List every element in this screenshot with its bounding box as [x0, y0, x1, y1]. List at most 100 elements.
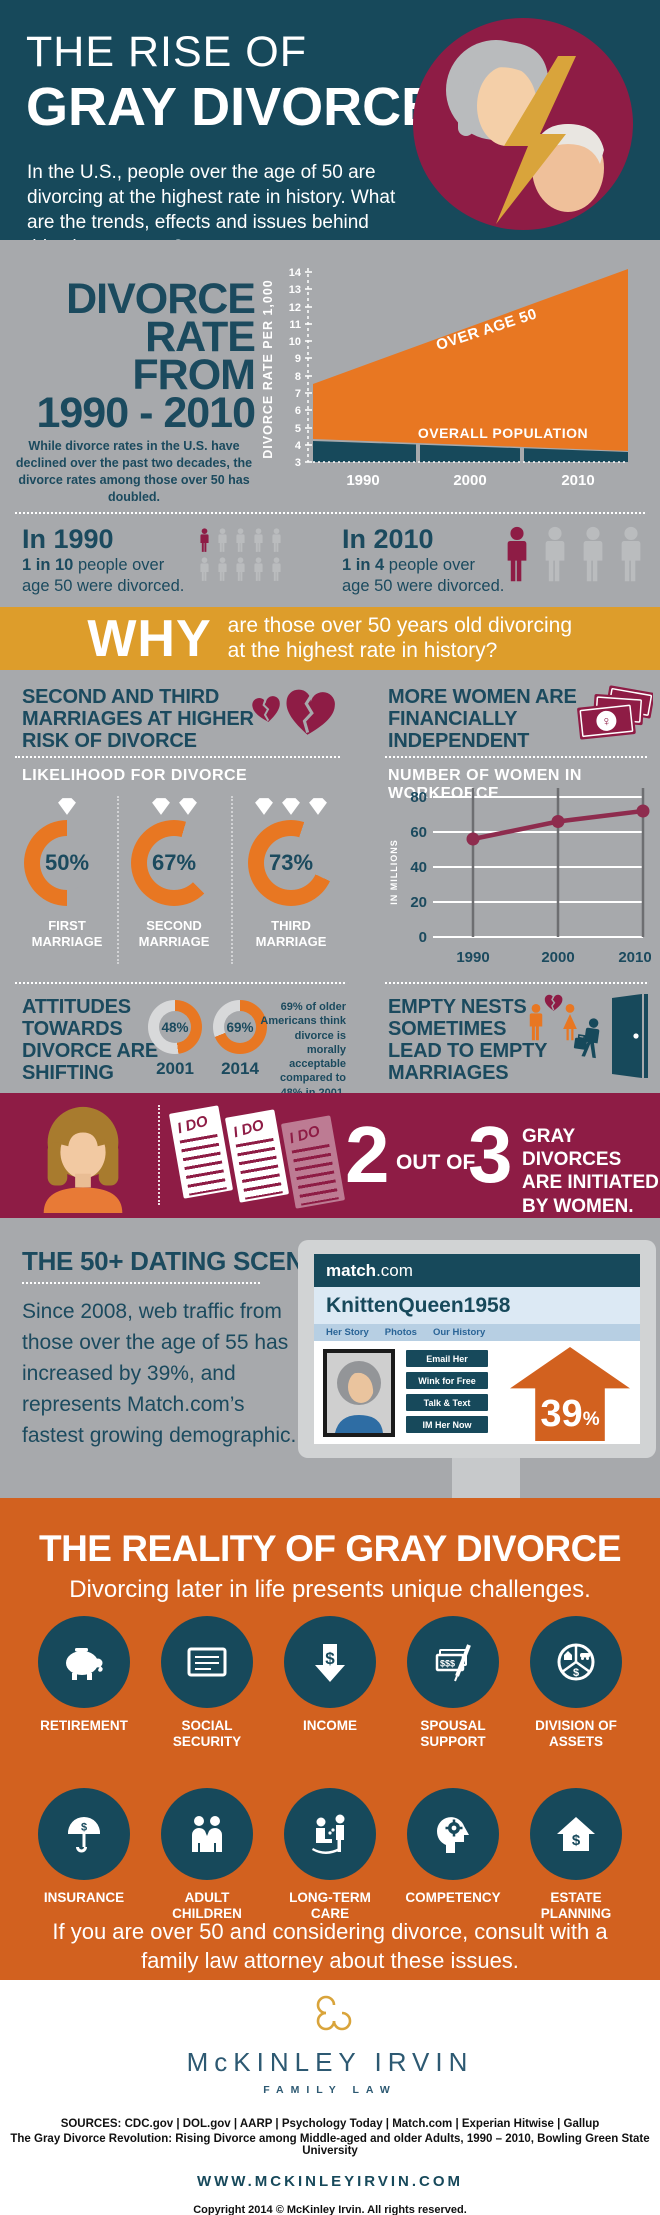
i-do-paper: I DO [224, 1109, 290, 1203]
profile-nav: Her Story Photos Our History [314, 1324, 640, 1341]
stat-1990-line2: age 50 were divorced. [22, 576, 185, 595]
reality-row-1: RETIREMENT SOCIAL SECURITY $ INCOME $$$ … [28, 1616, 632, 1750]
reality-item-insurance: $ INSURANCE [28, 1788, 140, 1922]
assets-split-circle-icon: $ [530, 1616, 622, 1708]
empty-nests-heading: EMPTY NESTS SOMETIMES LEAD TO EMPTY MARR… [388, 996, 547, 1084]
im-her-now-button[interactable]: IM Her Now [406, 1416, 488, 1433]
tab-our-history[interactable]: Our History [432, 1327, 486, 1338]
xtick-2000: 2000 [453, 472, 486, 489]
reality-label: RETIREMENT [40, 1718, 128, 1733]
profile-buttons: Email Her Wink for Free Talk & Text IM H… [406, 1350, 488, 1433]
ytick: 80 [410, 789, 427, 806]
reality-section: THE REALITY OF GRAY DIVORCE Divorcing la… [0, 1498, 660, 1980]
attitudes-donut-2001: 48% 2001 [148, 1000, 202, 1079]
house-dollar-icon: $ [530, 1788, 622, 1880]
reality-label: INCOME [303, 1718, 357, 1733]
sources-label: SOURCES: [60, 2118, 122, 2130]
tab-her-story[interactable]: Her Story [326, 1327, 369, 1338]
xtick-2010: 2010 [561, 472, 594, 489]
matchcom-logo: match [326, 1260, 377, 1280]
reality-item-social-security: SOCIAL SECURITY [151, 1616, 263, 1750]
svg-text:$: $ [325, 1649, 335, 1668]
ytick: 3 [295, 457, 301, 469]
overall-population-area [313, 441, 628, 462]
ytick: 9 [295, 353, 301, 365]
second-marriage-stat: 67% SECOND MARRIAGE [122, 796, 226, 951]
stat-1990: In 1990 1 in 10 people over age 50 were … [22, 524, 184, 596]
first-marriage-label: FIRST MARRIAGE [31, 918, 103, 950]
person-icon [583, 526, 603, 582]
likelihood-subheading: LIKELIHOOD FOR DIVORCE [22, 767, 248, 784]
third-marriage-label: THIRD MARRIAGE [255, 918, 327, 950]
person-icon [621, 526, 641, 582]
rate-heading: DIVORCE RATE FROM 1990 - 2010 [10, 278, 256, 437]
dotted-divider [385, 756, 647, 758]
paper-lines [235, 1137, 283, 1200]
money-bills-icon: ♀ [575, 684, 655, 749]
marriages-heading: SECOND AND THIRD MARRIAGES AT HIGHER RIS… [22, 686, 254, 752]
ytick: 6 [295, 405, 301, 417]
rate-heading-line4: 1990 - 2010 [36, 389, 256, 437]
copyright-text: Copyright 2014 © McKinley Irvin. All rig… [193, 2204, 467, 2215]
why-question: are those over 50 years old divorcing at… [227, 614, 573, 662]
ytick: 10 [289, 336, 301, 348]
svg-text:$: $ [81, 1822, 87, 1834]
divorce-rate-area-chart: 14 13 12 11 10 9 8 7 6 5 4 3 [261, 267, 628, 489]
reality-item-long-term-care: LONG-TERM CARE [274, 1788, 386, 1922]
svg-text:$: $ [573, 1667, 579, 1679]
ytick: 4 [295, 440, 302, 452]
divorcing-couple-icon [408, 18, 638, 235]
matchcom-header-bar: match .com [314, 1254, 640, 1287]
piggy-bank-icon [38, 1616, 130, 1708]
person-icon [254, 528, 263, 552]
ytick: 0 [419, 929, 427, 946]
y-axis-label: IN MILLIONS [389, 839, 399, 905]
first-marriage-stat: 50% FIRST MARRIAGE [15, 796, 119, 951]
dotted-divider [22, 1282, 260, 1284]
talk-and-text-button[interactable]: Talk & Text [406, 1394, 488, 1411]
dotted-divider [385, 982, 647, 984]
diamond-icons [15, 796, 119, 816]
person-icon [272, 528, 281, 552]
series-label-overall: OVERALL POPULATION [418, 425, 588, 441]
people-pictogram-1990 [198, 528, 298, 582]
reality-item-adult-children: ADULT CHILDREN [151, 1788, 263, 1922]
income-down-arrow-icon: $ [284, 1616, 376, 1708]
first-marriage-arc: 50% [24, 820, 110, 906]
dotted-divider [15, 756, 340, 758]
head-gears-icon [407, 1788, 499, 1880]
reality-label: INSURANCE [43, 1890, 125, 1905]
ytick: 13 [289, 284, 301, 296]
reality-label: LONG-TERM CARE [289, 1890, 371, 1922]
diamond-icons [239, 796, 343, 816]
person-icon-highlighted [200, 528, 209, 552]
matchcom-logo-suffix: .com [376, 1260, 413, 1280]
dotted-divider [15, 982, 345, 984]
xtick-2000: 2000 [541, 949, 574, 966]
person-icon [218, 557, 227, 581]
divorced-share-section: In 1990 1 in 10 people over age 50 were … [0, 512, 660, 607]
reality-closing-text: If you are over 50 and considering divor… [52, 1919, 608, 1973]
growth-stat-number: 39 [540, 1392, 583, 1435]
reality-subheading: Divorcing later in life presents unique … [69, 1576, 591, 1603]
website-url[interactable]: WWW.MCKINLEYIRVIN.COM [196, 2173, 464, 2190]
paper-lines [179, 1133, 227, 1196]
person-icon [200, 557, 209, 581]
i-do-text: I DO [175, 1112, 210, 1138]
email-her-button[interactable]: Email Her [406, 1350, 488, 1367]
profile-photo [323, 1349, 395, 1437]
diamond-icon [255, 798, 273, 815]
diamond-icon [282, 798, 300, 815]
check-and-pen-icon: $$$ [407, 1616, 499, 1708]
attitudes-heading: ATTITUDES TOWARDS DIVORCE ARE SHIFTING [22, 996, 158, 1084]
why-band: WHY are those over 50 years old divorcin… [0, 607, 660, 670]
diamond-icons [122, 796, 226, 816]
women-heading: MORE WOMEN ARE FINANCIALLY INDEPENDENT [388, 686, 577, 752]
tab-photos[interactable]: Photos [384, 1327, 417, 1338]
attitudes-2001-year: 2001 [156, 1059, 194, 1078]
reality-label: SOCIAL SECURITY [172, 1718, 242, 1750]
third-marriage-arc: 73% [248, 820, 334, 906]
i-do-text: I DO [231, 1116, 266, 1142]
umbrella-dollar-icon: $ [38, 1788, 130, 1880]
wink-for-free-button[interactable]: Wink for Free [406, 1372, 488, 1389]
